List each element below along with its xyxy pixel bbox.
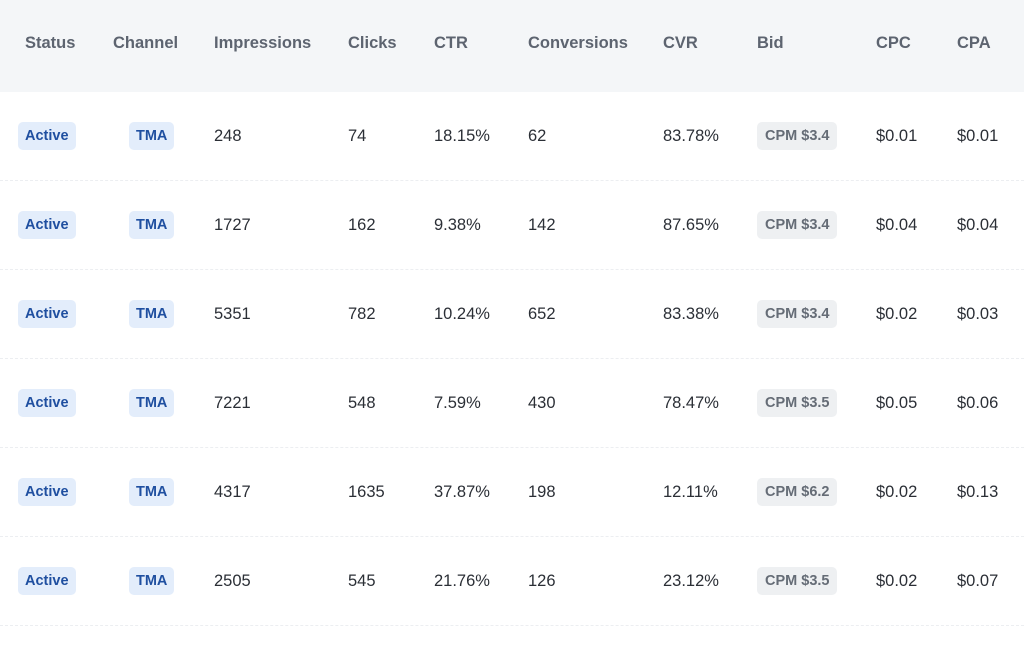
status-badge: Active	[18, 389, 76, 417]
column-header-conversions[interactable]: Conversions	[528, 34, 628, 52]
status-badge: Active	[18, 300, 76, 328]
cvr-cell: 78.47%	[663, 394, 719, 412]
status-badge: Active	[18, 122, 76, 150]
clicks-cell: 162	[348, 216, 376, 234]
bid-badge[interactable]: CPM $6.2	[757, 478, 838, 506]
bid-badge[interactable]: CPM $3.5	[757, 567, 838, 595]
status-badge: Active	[18, 211, 76, 239]
conversions-cell: 62	[528, 127, 547, 145]
cvr-cell: 12.11%	[663, 483, 718, 501]
cpa-cell: $0.06	[957, 394, 999, 412]
table-row[interactable]: Active TMA 4317 1635 37.87% 198 12.11% C…	[0, 448, 1024, 537]
clicks-cell: 545	[348, 572, 376, 590]
clicks-cell: 548	[348, 394, 376, 412]
status-badge: Active	[18, 567, 76, 595]
impressions-cell: 2505	[214, 572, 251, 590]
clicks-cell: 782	[348, 305, 376, 323]
column-header-status[interactable]: Status	[25, 34, 76, 52]
table-row[interactable]: Active TMA 5351 782 10.24% 652 83.38% CP…	[0, 270, 1024, 359]
column-header-ctr[interactable]: CTR	[434, 34, 468, 52]
column-header-clicks[interactable]: Clicks	[348, 34, 397, 52]
table-row[interactable]: Active TMA 248 74 18.15% 62 83.78% CPM $…	[0, 92, 1024, 181]
cpc-cell: $0.02	[876, 572, 918, 590]
cpa-cell: $0.13	[957, 483, 999, 501]
conversions-cell: 126	[528, 572, 556, 590]
column-header-cpa[interactable]: CPA	[957, 34, 991, 52]
ctr-cell: 21.76%	[434, 572, 490, 590]
ctr-cell: 9.38%	[434, 216, 481, 234]
impressions-cell: 248	[214, 127, 242, 145]
bid-badge[interactable]: CPM $3.4	[757, 211, 838, 239]
column-header-cvr[interactable]: CVR	[663, 34, 698, 52]
cpa-cell: $0.01	[957, 127, 999, 145]
bid-badge[interactable]: CPM $3.4	[757, 122, 838, 150]
impressions-cell: 7221	[214, 394, 251, 412]
table-header: Status Channel Impressions Clicks CTR Co…	[0, 0, 1024, 92]
cvr-cell: 23.12%	[663, 572, 719, 590]
cpa-cell: $0.04	[957, 216, 999, 234]
cpa-cell: $0.03	[957, 305, 999, 323]
cvr-cell: 83.78%	[663, 127, 719, 145]
conversions-cell: 142	[528, 216, 556, 234]
cpc-cell: $0.02	[876, 305, 918, 323]
conversions-cell: 652	[528, 305, 556, 323]
cpc-cell: $0.02	[876, 483, 918, 501]
table-row[interactable]: Active TMA 2505 545 21.76% 126 23.12% CP…	[0, 537, 1024, 626]
bid-badge[interactable]: CPM $3.5	[757, 389, 838, 417]
ctr-cell: 37.87%	[434, 483, 490, 501]
impressions-cell: 4317	[214, 483, 251, 501]
bid-badge[interactable]: CPM $3.4	[757, 300, 838, 328]
impressions-cell: 1727	[214, 216, 251, 234]
channel-badge: TMA	[129, 211, 175, 239]
table-row[interactable]: Active TMA 7221 548 7.59% 430 78.47% CPM…	[0, 359, 1024, 448]
channel-badge: TMA	[129, 300, 175, 328]
ctr-cell: 18.15%	[434, 127, 490, 145]
status-badge: Active	[18, 478, 76, 506]
clicks-cell: 74	[348, 127, 367, 145]
ctr-cell: 7.59%	[434, 394, 481, 412]
cvr-cell: 87.65%	[663, 216, 719, 234]
cpc-cell: $0.04	[876, 216, 918, 234]
column-header-cpc[interactable]: CPC	[876, 34, 911, 52]
channel-badge: TMA	[129, 122, 175, 150]
clicks-cell: 1635	[348, 483, 385, 501]
cpc-cell: $0.01	[876, 127, 918, 145]
channel-badge: TMA	[129, 478, 175, 506]
impressions-cell: 5351	[214, 305, 251, 323]
table-row[interactable]: Active TMA 1727 162 9.38% 142 87.65% CPM…	[0, 181, 1024, 270]
channel-badge: TMA	[129, 567, 175, 595]
cpc-cell: $0.05	[876, 394, 918, 412]
conversions-cell: 430	[528, 394, 556, 412]
cpa-cell: $0.07	[957, 572, 999, 590]
column-header-bid[interactable]: Bid	[757, 34, 784, 52]
column-header-impressions[interactable]: Impressions	[214, 34, 312, 52]
conversions-cell: 198	[528, 483, 556, 501]
cvr-cell: 83.38%	[663, 305, 719, 323]
channel-badge: TMA	[129, 389, 175, 417]
column-header-channel[interactable]: Channel	[113, 34, 179, 52]
ctr-cell: 10.24%	[434, 305, 490, 323]
